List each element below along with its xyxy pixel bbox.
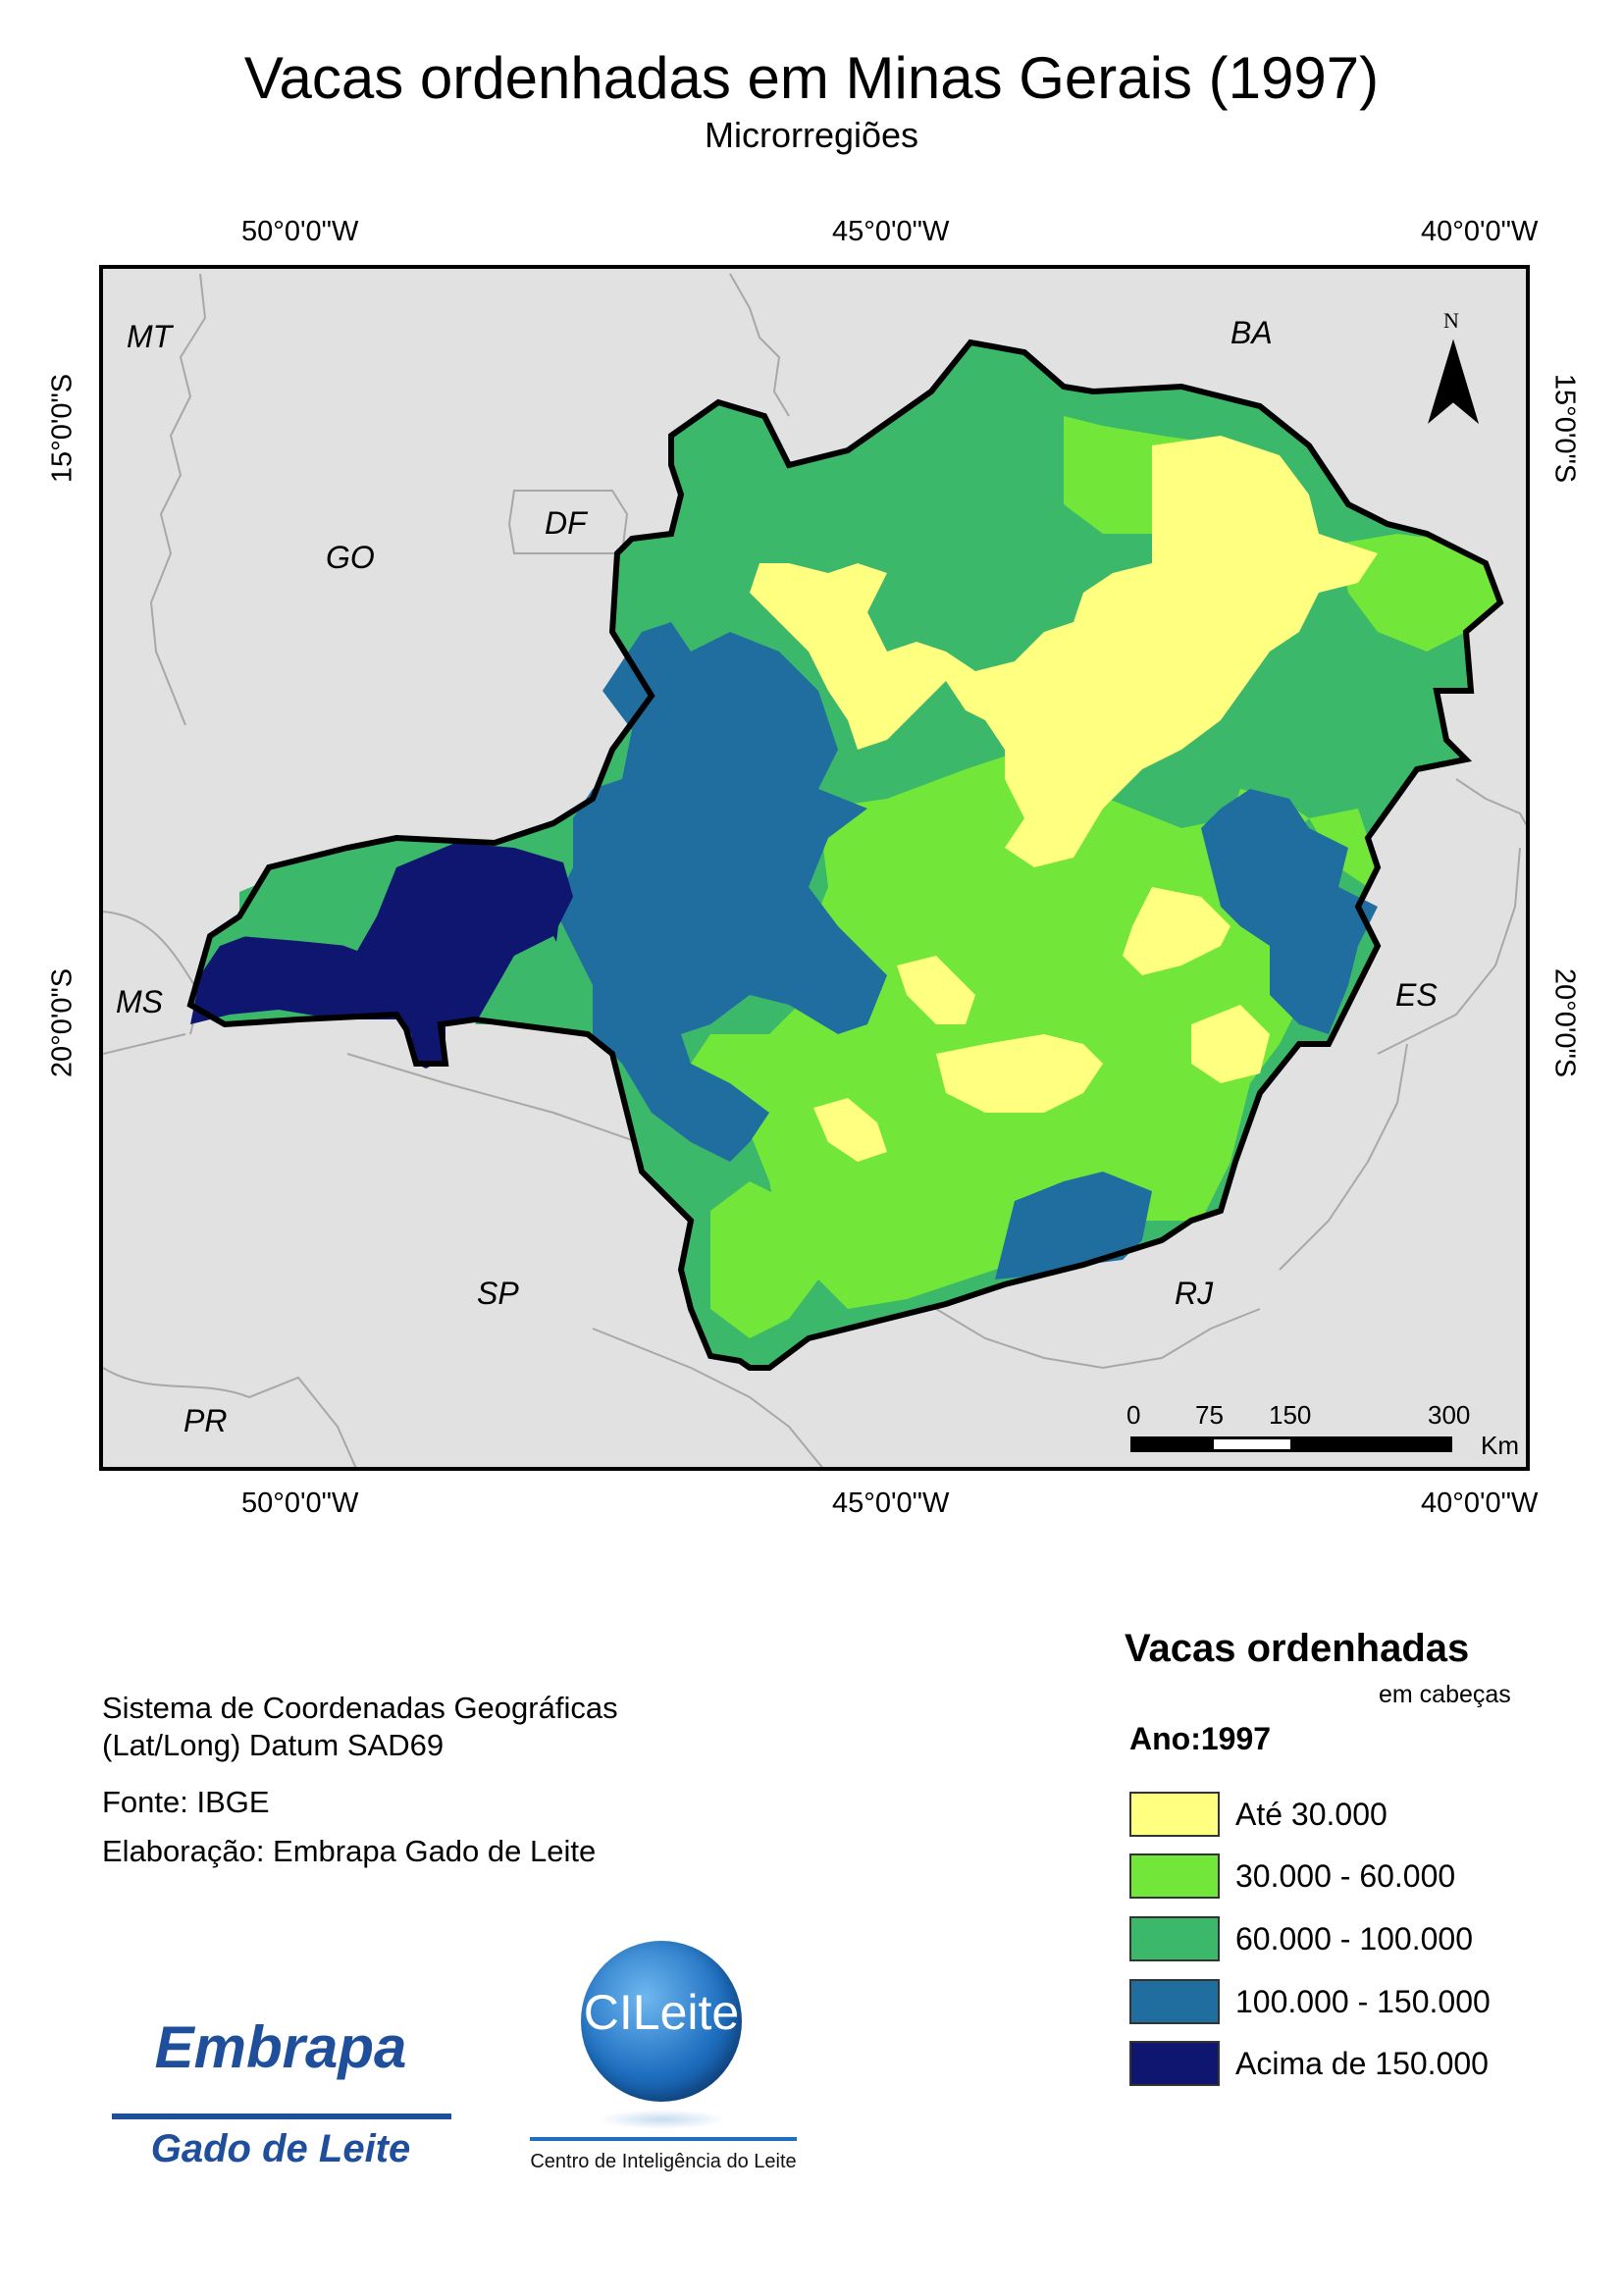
legend-swatch-5	[1129, 2041, 1220, 2086]
cileite-logo-circle	[581, 1941, 742, 2102]
scale-tick-75: 75	[1195, 1400, 1224, 1430]
legend-title: Vacas ordenhadas	[1125, 1627, 1470, 1670]
legend-label-1: Até 30.000	[1235, 1796, 1387, 1832]
microregions	[190, 342, 1500, 1368]
legend-item-3: 60.000 - 100.000	[1129, 1915, 1473, 1962]
embrapa-logo-word: Embrapa	[154, 2014, 407, 2080]
legend-swatch-1	[1129, 1792, 1220, 1837]
legend-swatch-3	[1129, 1916, 1220, 1961]
legend-label-3: 60.000 - 100.000	[1235, 1920, 1473, 1957]
state-label-df: DF	[545, 505, 589, 541]
north-arrow: N	[1428, 308, 1479, 424]
legend-swatch-2	[1129, 1853, 1220, 1899]
state-label-mt: MT	[127, 319, 175, 354]
cileite-logo: CILeite Centro de Inteligência do Leite	[530, 1941, 805, 2186]
state-label-sp: SP	[477, 1276, 519, 1311]
state-label-ba: BA	[1230, 315, 1273, 350]
legend-label-2: 30.000 - 60.000	[1235, 1857, 1456, 1894]
legend-subtitle: em cabeças	[1379, 1681, 1511, 1708]
lat-label-right-20: 20°0'0"S	[1548, 967, 1581, 1078]
embrapa-logo: Embrapa Gado de Leite	[108, 2013, 453, 2188]
state-labels: MT BA GO DF MS ES SP RJ PR	[116, 315, 1438, 1438]
lon-label-bottom-45: 45°0'0"W	[832, 1487, 950, 1519]
map-subtitle: Microrregiões	[704, 115, 919, 155]
lon-label-bottom-50: 50°0'0"W	[241, 1487, 359, 1519]
lon-label-top-40: 40°0'0"W	[1421, 216, 1539, 247]
scale-unit: Km	[1481, 1431, 1519, 1460]
legend-label-5: Acima de 150.000	[1235, 2045, 1489, 2081]
scale-tick-150: 150	[1269, 1400, 1311, 1430]
map-frame: MT BA GO DF MS ES SP RJ PR N 0 75 150	[99, 265, 1530, 1471]
lon-label-top-45: 45°0'0"W	[832, 216, 950, 247]
lon-label-top-50: 50°0'0"W	[241, 216, 359, 247]
map-canvas: MT BA GO DF MS ES SP RJ PR N 0 75 150	[103, 273, 1526, 1467]
scale-bar: 0 75 150 300 Km	[1126, 1400, 1519, 1460]
legend-item-5: Acima de 150.000	[1129, 2040, 1489, 2087]
cileite-logo-line	[530, 2137, 797, 2141]
lat-label-right-15: 15°0'0"S	[1548, 373, 1581, 484]
state-label-pr: PR	[183, 1403, 227, 1438]
mg-outline	[186, 339, 1504, 1371]
state-label-ms: MS	[116, 984, 163, 1019]
scale-tick-0: 0	[1126, 1400, 1140, 1430]
cileite-logo-word: CILeite	[583, 1985, 740, 2040]
embrapa-logo-bar	[112, 2113, 451, 2119]
cileite-logo-shadow	[599, 2110, 726, 2129]
legend-label-4: 100.000 - 150.000	[1235, 1983, 1491, 2019]
source-note: Fonte: IBGE	[102, 1785, 270, 1819]
author-note: Elaboração: Embrapa Gado de Leite	[102, 1834, 597, 1868]
legend-year: Ano:1997	[1129, 1721, 1272, 1756]
lat-label-left-15: 15°0'0"S	[46, 373, 79, 484]
map-title: Vacas ordenhadas em Minas Gerais (1997)	[243, 45, 1380, 111]
scale-tick-300: 300	[1428, 1400, 1470, 1430]
crs-note: Sistema de Coordenadas Geográficas (Lat/…	[102, 1690, 618, 1764]
legend-item-4: 100.000 - 150.000	[1129, 1978, 1491, 2025]
crs-line-1: Sistema de Coordenadas Geográficas	[102, 1691, 618, 1725]
crs-line-2: (Lat/Long) Datum SAD69	[102, 1727, 445, 1762]
lon-label-bottom-40: 40°0'0"W	[1421, 1487, 1539, 1519]
legend-swatch-4	[1129, 1979, 1220, 2024]
north-arrow-label: N	[1443, 308, 1459, 333]
state-label-go: GO	[326, 540, 375, 575]
lat-label-left-20: 20°0'0"S	[46, 967, 79, 1078]
state-label-es: ES	[1395, 977, 1438, 1013]
legend-item-2: 30.000 - 60.000	[1129, 1852, 1455, 1900]
legend-item-1: Até 30.000	[1129, 1791, 1387, 1838]
embrapa-logo-subtitle: Gado de Leite	[150, 2127, 411, 2170]
cileite-logo-caption: Centro de Inteligência do Leite	[530, 2151, 797, 2172]
state-label-rj: RJ	[1175, 1276, 1214, 1311]
